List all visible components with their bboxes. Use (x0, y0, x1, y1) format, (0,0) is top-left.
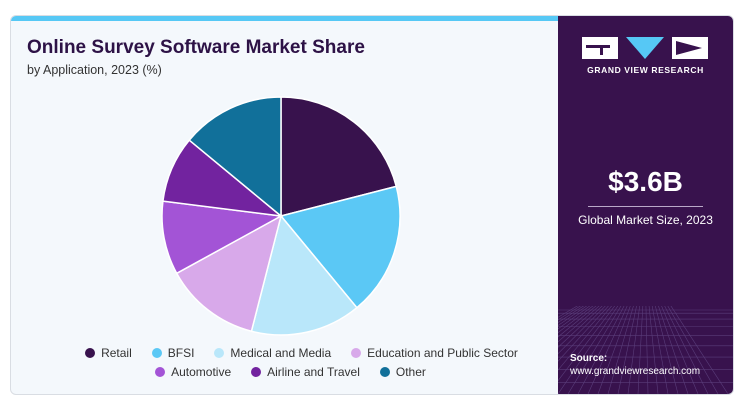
pie-slice-retail (280, 96, 398, 217)
legend-swatch (214, 348, 225, 358)
pie-slice-automotive (161, 200, 284, 275)
grid-line (645, 306, 649, 394)
legend-item: BFSI (151, 346, 195, 360)
legend-swatch (155, 367, 166, 377)
market-size-caption: Global Market Size, 2023 (578, 213, 713, 227)
legend-row-1: Retail BFSI Medical and Media Education and… (11, 346, 558, 360)
legend-item: Other (379, 365, 426, 379)
legend-item: Airline and Travel (251, 365, 360, 379)
grid-line (558, 306, 612, 371)
pie-slice-bfsi (279, 185, 401, 309)
pie-slice-other (188, 96, 282, 218)
accent-bar (11, 16, 558, 21)
grid-line (658, 306, 689, 394)
legend-label: Retail (101, 346, 132, 360)
brand-name: GRAND VIEW RESEARCH (587, 65, 704, 75)
grid-line (567, 306, 622, 394)
legend-label: Automotive (171, 365, 232, 379)
grid-line (637, 306, 644, 394)
chart-subtitle: by Application, 2023 (%) (27, 63, 162, 77)
grid-line (577, 306, 625, 394)
pie-slice-education-and-public-sector (175, 214, 283, 333)
legend-label: Airline and Travel (267, 365, 360, 379)
value-divider (588, 206, 703, 207)
grid-line (597, 306, 631, 394)
legend-swatch (85, 348, 96, 358)
legend-item: Automotive (155, 365, 231, 379)
grid-line (664, 306, 709, 394)
legend-row-2: Automotive Airline and Travel Other (11, 365, 558, 379)
info-panel: GRAND VIEW RESEARCH $3.6B Global Market … (558, 16, 733, 394)
legend-swatch (151, 348, 162, 358)
grid-line (558, 306, 609, 362)
legend-label: Education and Public Sector (367, 346, 518, 360)
legend-swatch (251, 367, 262, 377)
grid-line (607, 306, 634, 394)
source-label: Source: (570, 353, 608, 364)
legend-swatch (351, 348, 362, 358)
pie-slice-medical-and-media (250, 214, 358, 336)
legend-label: Medical and Media (230, 346, 332, 360)
grid-line (558, 306, 597, 338)
grid-line (558, 306, 619, 394)
grid-line (648, 306, 659, 394)
grid-line (617, 306, 637, 394)
grid-line (627, 306, 640, 394)
legend-label: Other (395, 365, 426, 379)
grid-line (558, 306, 616, 382)
grid-line (558, 306, 600, 343)
market-size-value: $3.6B (608, 166, 683, 197)
grid-line (661, 306, 699, 394)
grid-line (667, 306, 719, 394)
chart-card: Online Survey Software Market Share by A… (10, 15, 734, 395)
grid-line (558, 306, 603, 348)
grid-line (670, 306, 729, 394)
legend-item: Retail (85, 346, 132, 360)
grid-line (655, 306, 679, 394)
grid-line (651, 306, 669, 394)
grid-line (587, 306, 628, 394)
legend-item: Education and Public Sector (351, 346, 518, 360)
legend-label: BFSI (167, 346, 195, 360)
source-note: Source: www.grandviewresearch.com (570, 352, 700, 378)
logo-icon (582, 37, 708, 59)
legend-item: Medical and Media (214, 346, 331, 360)
decorative-grid (558, 306, 733, 394)
chart-panel: Online Survey Software Market Share by A… (11, 16, 558, 394)
pie-chart (161, 96, 401, 336)
source-url[interactable]: www.grandviewresearch.com (570, 366, 701, 377)
grid-line (558, 306, 594, 334)
brand-logo (582, 37, 710, 66)
grid-line (558, 306, 606, 355)
chart-title: Online Survey Software Market Share (27, 37, 365, 58)
legend-swatch (379, 367, 390, 377)
